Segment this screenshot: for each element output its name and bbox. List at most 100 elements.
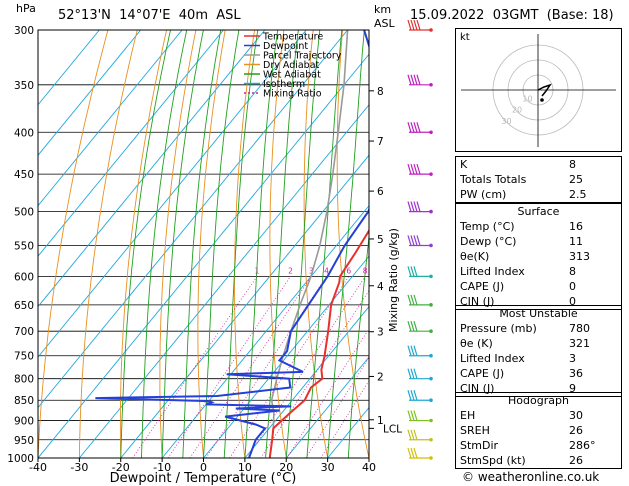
- most-unstable-value: 36: [569, 367, 583, 380]
- surface-value: 8: [569, 265, 576, 278]
- index-label: Totals Totals: [460, 173, 527, 186]
- hodograph-stat-row: EH 30: [456, 408, 621, 423]
- pressure-tick-label: 400: [14, 127, 34, 139]
- most-unstable-value: 780: [569, 322, 590, 335]
- location-title: 52°13'N 14°07'E 40m ASL: [58, 8, 241, 23]
- surface-row: θe(K) 313: [456, 249, 621, 264]
- most-unstable-row: Lifted Index 3: [456, 351, 621, 366]
- pressure-tick-label: 300: [14, 25, 34, 37]
- index-value: 8: [569, 158, 576, 171]
- isotherm-line: [203, 255, 369, 458]
- mixing-ratio-value: 8: [363, 266, 368, 275]
- wet-adiabat-line: [120, 30, 171, 458]
- legend-label: Dewpoint: [263, 41, 308, 52]
- km-tick-label: 6: [377, 186, 384, 198]
- most-unstable-panel: Most Unstable Pressure (mb) 780 θe (K) 321 L…: [455, 305, 622, 397]
- most-unstable-value: 9: [569, 382, 576, 395]
- legend-label: Wet Adiabat: [263, 70, 321, 81]
- pressure-tick-label: 850: [14, 395, 34, 407]
- wind-barb-400: [407, 122, 433, 135]
- wet-adiabat-line: [182, 30, 222, 458]
- surface-row: Temp (°C) 16: [456, 219, 621, 234]
- hodograph-ring-label: 30: [501, 117, 511, 126]
- mixing-ratio-value: 4: [324, 266, 329, 275]
- legend-label: Parcel Trajectory: [263, 51, 342, 62]
- dry-adiabat-line: [269, 30, 287, 458]
- hodograph-stat-label: EH: [460, 409, 476, 422]
- x-tick-label: -40: [29, 461, 47, 474]
- pressure-tick-label: 950: [14, 435, 34, 447]
- surface-label: θe(K): [460, 250, 490, 263]
- surface-row: Lifted Index 8: [456, 264, 621, 279]
- x-tick-label: -20: [112, 461, 130, 474]
- surface-label: Lifted Index: [460, 265, 525, 278]
- most-unstable-label: θe (K): [460, 337, 493, 350]
- hodograph-trace: [537, 83, 552, 97]
- isotherm-line: [38, 30, 183, 207]
- wet-adiabat-line: [265, 30, 299, 458]
- pressure-tick-label: 600: [14, 271, 34, 283]
- surface-label: Dewp (°C): [460, 235, 517, 248]
- wind-barb-1000: [407, 447, 433, 460]
- isotherm-line: [38, 30, 142, 156]
- mixing-ratio-value: 3: [309, 266, 314, 275]
- isotherm-line: [38, 30, 224, 257]
- mixing-ratio-line: [260, 289, 369, 458]
- series-line-temperature: [268, 228, 369, 458]
- wind-barb-950: [407, 429, 433, 442]
- surface-row: CIN (J) 0: [456, 294, 621, 309]
- isotherm-line: [161, 205, 369, 458]
- mixing-ratio-value: 20: [416, 266, 426, 275]
- surface-row: Dewp (°C) 11: [456, 234, 621, 249]
- km-tick-label: 2: [377, 371, 384, 383]
- km-unit-label: km: [374, 3, 392, 16]
- surface-value: 16: [569, 220, 583, 233]
- hodograph-stat-label: StmDir: [460, 439, 499, 452]
- most-unstable-row: Pressure (mb) 780: [456, 321, 621, 336]
- hodograph-stat-row: StmSpd (kt) 26: [456, 453, 621, 468]
- isotherm-line: [120, 154, 369, 458]
- km-tick-label: 7: [377, 136, 384, 148]
- lcl-label: LCL: [383, 423, 402, 435]
- pressure-tick-label: 500: [14, 207, 34, 219]
- most-unstable-value: 3: [569, 352, 576, 365]
- most-unstable-label: CIN (J): [460, 382, 495, 395]
- most-unstable-row: CIN (J) 9: [456, 381, 621, 396]
- series-line-parcel-trajectory: [268, 30, 349, 458]
- most-unstable-label: CAPE (J): [460, 367, 505, 380]
- wind-barb-600: [407, 266, 433, 279]
- x-tick-label: -10: [153, 461, 171, 474]
- surface-panel: Surface Temp (°C) 16 Dewp (°C) 11 θe(K) 313 Li…: [455, 203, 622, 310]
- index-row: Totals Totals 25: [456, 172, 621, 187]
- index-row: PW (cm) 2.5: [456, 187, 621, 202]
- surface-row: CAPE (J) 0: [456, 279, 621, 294]
- hodograph-table-title: Hodograph: [508, 394, 569, 407]
- dry-adiabat-line: [119, 30, 168, 458]
- dry-adiabat-line: [400, 30, 452, 458]
- surface-title: Surface: [517, 205, 560, 218]
- most-unstable-value: 321: [569, 337, 590, 350]
- mixing-ratio-value: 25: [430, 266, 440, 275]
- pressure-tick-label: 350: [14, 80, 34, 92]
- surface-label: CAPE (J): [460, 280, 505, 293]
- pressure-tick-label: 650: [14, 300, 34, 312]
- copyright: © weatheronline.co.uk: [462, 470, 600, 484]
- legend-label: Dry Adiabat: [263, 60, 320, 71]
- hodograph-stat-label: StmSpd (kt): [460, 454, 526, 467]
- pressure-tick-label: 550: [14, 240, 34, 252]
- pressure-tick-label: 750: [14, 351, 34, 363]
- surface-label: Temp (°C): [460, 220, 515, 233]
- most-unstable-label: Lifted Index: [460, 352, 525, 365]
- dry-adiabat-line: [336, 30, 369, 458]
- surface-value: 0: [569, 295, 576, 308]
- most-unstable-label: Pressure (mb): [460, 322, 537, 335]
- dry-adiabat-line: [159, 30, 197, 458]
- km-tick-label: 8: [377, 86, 384, 98]
- index-label: PW (cm): [460, 188, 507, 201]
- x-tick-label: 30: [321, 461, 335, 474]
- surface-value: 0: [569, 280, 576, 293]
- isotherm-line: [38, 30, 348, 409]
